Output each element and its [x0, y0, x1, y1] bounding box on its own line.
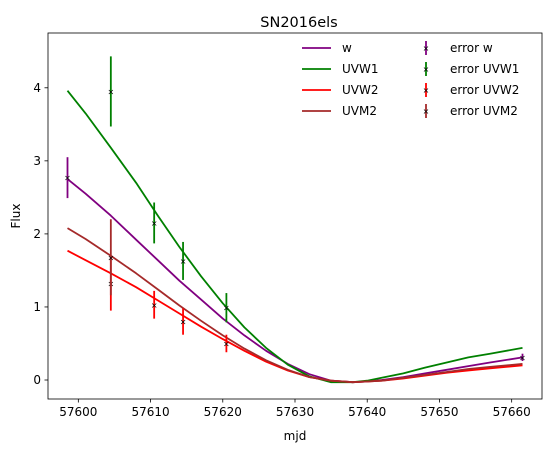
legend-marker-uvw1: ×: [423, 65, 430, 74]
x-tick-label: 57610: [131, 405, 169, 419]
series-line-w: [66, 178, 523, 384]
y-tick-label: 4: [33, 81, 41, 95]
legend-label-uvw2: UVW2: [342, 83, 379, 97]
y-tick-label: 0: [33, 373, 41, 387]
errorbar-marker-uvw1: ×: [107, 87, 114, 96]
legend-error-label-uvw2: error UVW2: [450, 83, 519, 97]
series-line-uvw2: [67, 249, 523, 384]
y-axis-ticks: 0 1 2 3 4: [33, 81, 48, 387]
errorbar-marker-w: ×: [519, 353, 526, 362]
legend-error-label-uvw1: error UVW1: [450, 62, 519, 76]
x-tick-label: 57650: [420, 405, 458, 419]
x-axis-ticks: 57600 57610 57620 57630 57640 57650 57660: [59, 399, 531, 419]
x-tick-label: 57600: [59, 405, 97, 419]
x-tick-label: 57620: [204, 405, 242, 419]
errorbar-marker-uvw1: ×: [151, 219, 158, 228]
y-tick-label: 2: [33, 227, 41, 241]
y-tick-label: 3: [33, 154, 41, 168]
legend-label-w: w: [342, 41, 352, 55]
legend-label-uvm2: UVM2: [342, 104, 377, 118]
series-line-uvm2: [67, 227, 523, 384]
legend-error-label-w: error w: [450, 41, 493, 55]
legend-marker-uvm2: ×: [423, 107, 430, 116]
errorbar-marker-uvw2: ×: [180, 318, 187, 327]
chart-title: SN2016els: [260, 15, 337, 31]
x-tick-label: 57630: [276, 405, 314, 419]
errorbar-marker-uvm2: ×: [107, 253, 114, 262]
errorbar-marker-w: ×: [64, 174, 71, 183]
legend-marker-uvw2: ×: [423, 86, 430, 95]
y-tick-label: 1: [33, 300, 41, 314]
x-tick-label: 57660: [493, 405, 531, 419]
legend: w UVW1 UVW2 UVM2 × error w × error UVW1 × error U…: [302, 41, 519, 118]
series-line-uvw1: [66, 90, 523, 384]
plot-content: × × × × × × × × × × ×: [64, 56, 526, 384]
plot-frame: [47, 32, 543, 400]
errorbar-marker-uvw1: ×: [223, 304, 230, 313]
legend-label-uvw1: UVW1: [342, 62, 379, 76]
x-tick-label: 57640: [348, 405, 386, 419]
errorbar-marker-uvw2: ×: [151, 301, 158, 310]
legend-error-label-uvm2: error UVM2: [450, 104, 518, 118]
errorbar-marker-uvw1: ×: [180, 257, 187, 266]
x-axis-label: mjd: [284, 429, 307, 443]
y-axis-label: Flux: [9, 204, 23, 229]
errorbar-marker-uvw2: ×: [223, 339, 230, 348]
legend-marker-w: ×: [423, 44, 430, 53]
